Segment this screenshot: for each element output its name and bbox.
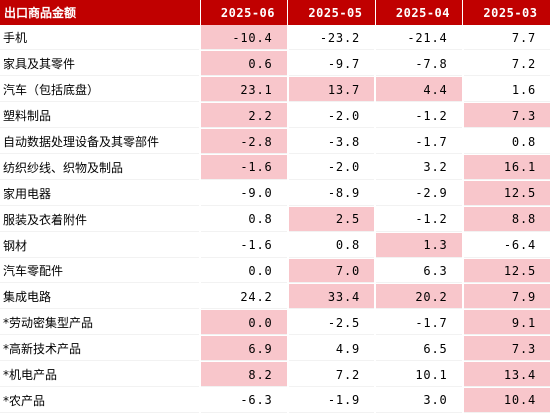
- commodity-name-cell: 家具及其零件: [0, 50, 200, 78]
- growth-value-cell: 24.2: [199, 283, 288, 311]
- growth-value-cell: 6.3: [374, 258, 463, 285]
- commodity-name-cell: 钢材: [0, 232, 200, 259]
- table-row: 手机 -10.4 -23.2 -21.4 7.7: [0, 25, 550, 52]
- table-row: 服装及衣着附件 0.8 2.5 -1.2 8.8: [0, 206, 550, 233]
- growth-value-cell: 4.9: [286, 335, 375, 363]
- growth-value-cell: 7.9: [461, 283, 550, 311]
- growth-value-cell: -23.2: [286, 25, 375, 52]
- growth-value-cell: -1.2: [374, 102, 463, 130]
- growth-value-cell: 0.0: [199, 309, 288, 337]
- table-row: *高新技术产品 6.9 4.9 6.5 7.3: [0, 335, 550, 363]
- growth-value-cell: 12.5: [461, 258, 550, 285]
- growth-value-cell: 16.1: [461, 154, 550, 181]
- commodity-name-cell: *劳动密集型产品: [0, 309, 200, 337]
- commodity-name-cell: 纺织纱线、织物及制品: [0, 154, 200, 181]
- growth-value-cell: 8.8: [461, 206, 550, 233]
- growth-value-cell: 7.2: [286, 361, 375, 388]
- growth-value-cell: 7.3: [461, 335, 550, 363]
- growth-value-cell: 3.2: [374, 154, 463, 181]
- commodity-name-cell: 汽车（包括底盘）: [0, 76, 200, 104]
- growth-value-cell: 10.4: [461, 387, 550, 414]
- growth-value-cell: -1.6: [199, 154, 288, 181]
- growth-value-cell: 13.4: [461, 361, 550, 388]
- column-header-period: 2025-05: [287, 0, 376, 25]
- growth-value-cell: 0.8: [199, 206, 288, 233]
- table-row: 集成电路 24.2 33.4 20.2 7.9: [0, 283, 550, 311]
- growth-value-cell: 20.2: [374, 283, 463, 311]
- growth-value-cell: 0.8: [286, 232, 375, 259]
- growth-value-cell: -1.7: [374, 309, 463, 337]
- table-body: 手机 -10.4 -23.2 -21.4 7.7 家具及其零件 0.6 -9.7 -7.8 7.2…: [0, 25, 550, 414]
- growth-value-cell: 1.3: [374, 232, 463, 259]
- growth-value-cell: -1.9: [286, 387, 375, 414]
- growth-value-cell: 6.9: [199, 335, 288, 363]
- table-row: 家具及其零件 0.6 -9.7 -7.8 7.2: [0, 50, 550, 78]
- growth-value-cell: -9.7: [286, 50, 375, 78]
- growth-value-cell: 4.4: [374, 76, 463, 104]
- table-row: *劳动密集型产品 0.0 -2.5 -1.7 9.1: [0, 309, 550, 337]
- table-row: 纺织纱线、织物及制品 -1.6 -2.0 3.2 16.1: [0, 154, 550, 181]
- table-row: 自动数据处理设备及其零部件 -2.8 -3.8 -1.7 0.8: [0, 128, 550, 155]
- growth-value-cell: -6.4: [461, 232, 550, 259]
- growth-value-cell: 2.5: [286, 206, 375, 233]
- growth-value-cell: -10.4: [199, 25, 288, 52]
- growth-value-cell: 7.2: [461, 50, 550, 78]
- column-header-period: 2025-06: [200, 0, 288, 25]
- growth-value-cell: 13.7: [286, 76, 375, 104]
- growth-value-cell: -6.3: [199, 387, 288, 414]
- growth-value-cell: -21.4: [374, 25, 463, 52]
- growth-value-cell: -1.7: [374, 128, 463, 155]
- growth-value-cell: 0.0: [199, 258, 288, 285]
- commodity-name-cell: *高新技术产品: [0, 335, 200, 363]
- growth-value-cell: -2.9: [374, 180, 463, 207]
- table-row: 塑料制品 2.2 -2.0 -1.2 7.3: [0, 102, 550, 130]
- commodity-name-cell: 家用电器: [0, 180, 200, 207]
- table-header-row: 出口商品金额 2025-06 2025-05 2025-04 2025-03: [0, 0, 550, 25]
- table-row: 汽车零配件 0.0 7.0 6.3 12.5: [0, 258, 550, 285]
- commodity-name-cell: 集成电路: [0, 283, 200, 311]
- growth-value-cell: 7.0: [286, 258, 375, 285]
- growth-value-cell: -2.8: [199, 128, 288, 155]
- commodity-name-cell: 服装及衣着附件: [0, 206, 200, 233]
- growth-value-cell: 8.2: [199, 361, 288, 388]
- growth-value-cell: 2.2: [199, 102, 288, 130]
- growth-value-cell: -2.0: [286, 102, 375, 130]
- column-header-period: 2025-03: [462, 0, 550, 25]
- growth-value-cell: -7.8: [374, 50, 463, 78]
- growth-value-cell: 3.0: [374, 387, 463, 414]
- growth-value-cell: 6.5: [374, 335, 463, 363]
- growth-value-cell: 7.7: [461, 25, 550, 52]
- column-header-period: 2025-04: [375, 0, 463, 25]
- table-row: 家用电器 -9.0 -8.9 -2.9 12.5: [0, 180, 550, 207]
- growth-value-cell: -3.8: [286, 128, 375, 155]
- growth-value-cell: 12.5: [461, 180, 550, 207]
- commodity-name-cell: 汽车零配件: [0, 258, 200, 285]
- column-header-commodity: 出口商品金额: [0, 0, 201, 25]
- table-row: *农产品 -6.3 -1.9 3.0 10.4: [0, 387, 550, 414]
- growth-value-cell: -9.0: [199, 180, 288, 207]
- growth-value-cell: -2.5: [286, 309, 375, 337]
- growth-value-cell: 9.1: [461, 309, 550, 337]
- growth-value-cell: 7.3: [461, 102, 550, 130]
- growth-value-cell: 0.8: [461, 128, 550, 155]
- table-row: 钢材 -1.6 0.8 1.3 -6.4: [0, 232, 550, 259]
- table-row: 汽车（包括底盘） 23.1 13.7 4.4 1.6: [0, 76, 550, 104]
- commodity-name-cell: *农产品: [0, 387, 200, 414]
- commodity-name-cell: 自动数据处理设备及其零部件: [0, 128, 200, 155]
- growth-value-cell: 33.4: [286, 283, 375, 311]
- growth-value-cell: 0.6: [199, 50, 288, 78]
- growth-value-cell: 23.1: [199, 76, 288, 104]
- growth-value-cell: -1.6: [199, 232, 288, 259]
- commodity-name-cell: *机电产品: [0, 361, 200, 388]
- growth-value-cell: -8.9: [286, 180, 375, 207]
- commodity-name-cell: 塑料制品: [0, 102, 200, 130]
- growth-value-cell: -1.2: [374, 206, 463, 233]
- growth-value-cell: -2.0: [286, 154, 375, 181]
- table-row: *机电产品 8.2 7.2 10.1 13.4: [0, 361, 550, 388]
- commodity-name-cell: 手机: [0, 25, 200, 52]
- growth-value-cell: 10.1: [374, 361, 463, 388]
- growth-value-cell: 1.6: [461, 76, 550, 104]
